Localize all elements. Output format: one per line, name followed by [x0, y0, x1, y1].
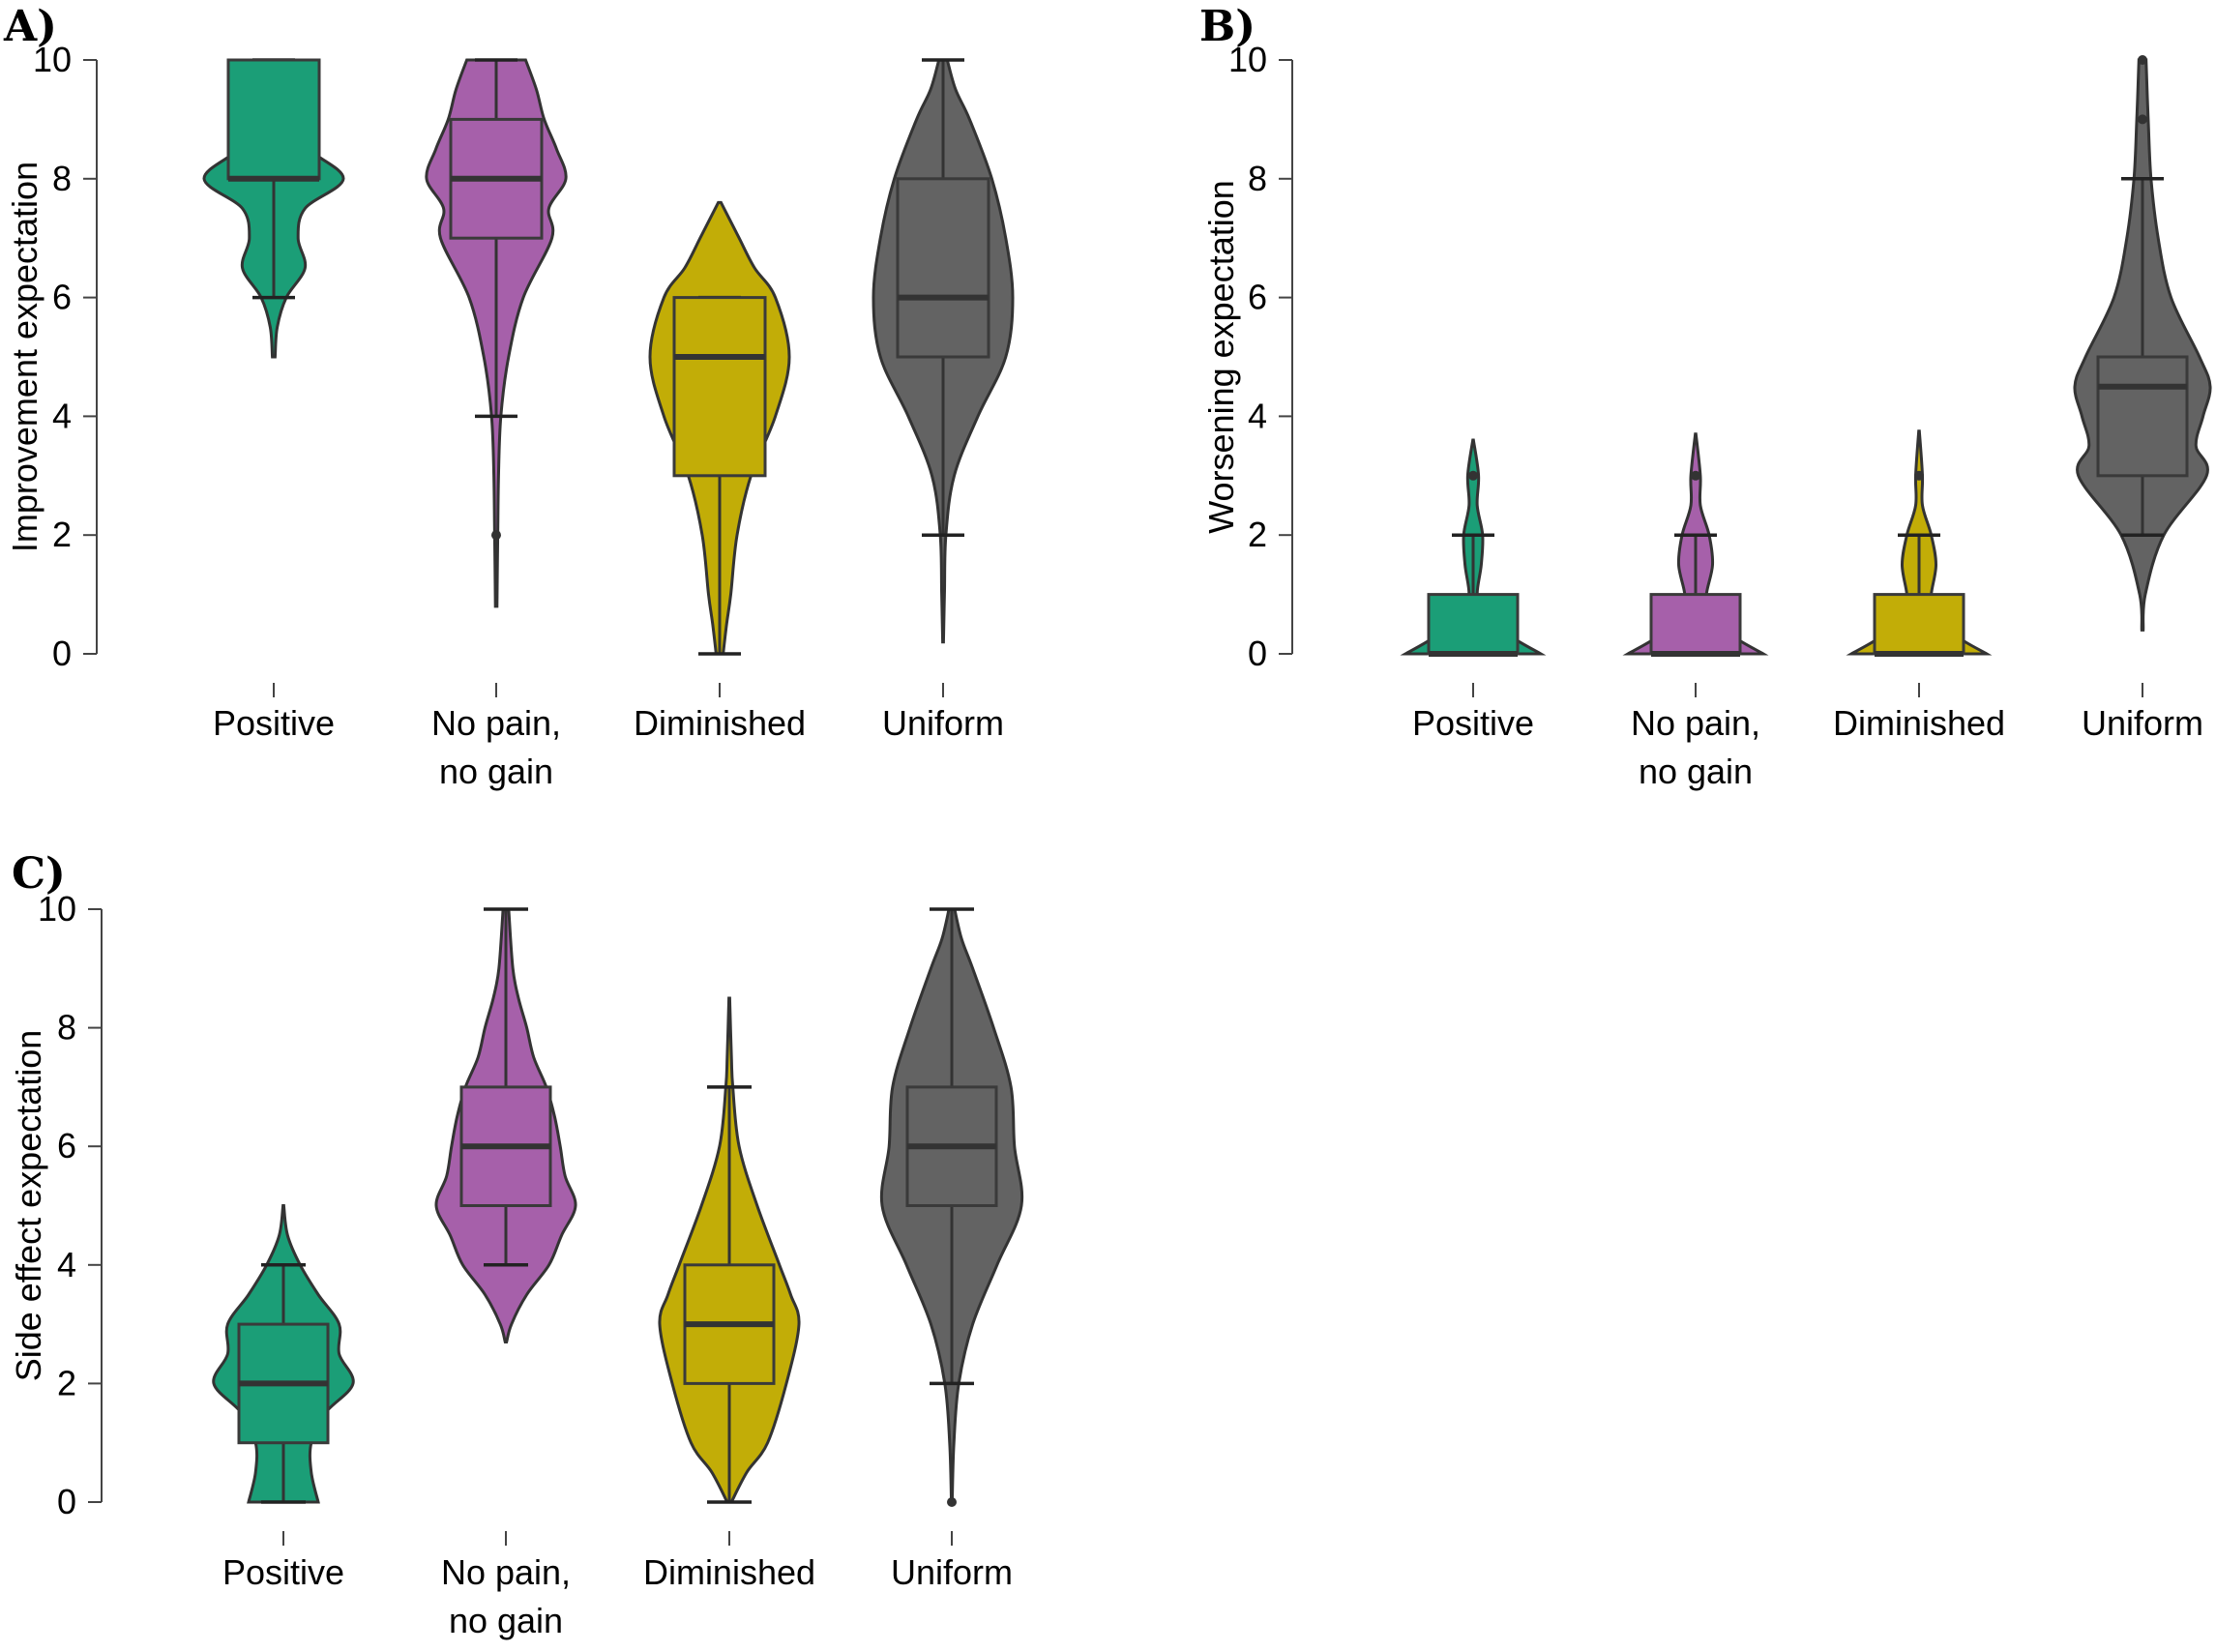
panel-b-y-tick-label: 0: [1248, 634, 1267, 673]
panel-a-diminished: Diminished: [634, 200, 806, 743]
panel-b-diminished-x-label: Diminished: [1833, 703, 2005, 743]
panel-c-diminished: Diminished: [643, 996, 815, 1592]
panel-a-no-pain-no-gain-x-label: No pain,: [431, 703, 561, 743]
panel-c-y-tick-label: 6: [57, 1126, 76, 1165]
panel-c-y-tick-label: 4: [57, 1245, 76, 1284]
panel-c-y-tick-label: 8: [57, 1008, 76, 1047]
panel-a-uniform-x-label: Uniform: [882, 703, 1004, 743]
panel-b-uniform-x-label: Uniform: [2082, 703, 2203, 743]
panel-a-y-axis-title: Improvement expectation: [5, 162, 44, 552]
panel-a-positive-box: [226, 58, 321, 181]
panel-b-uniform: Uniform: [2073, 55, 2212, 743]
panel-a-no-pain-no-gain-outlier: [491, 530, 501, 541]
panel-b-no-pain-no-gain-x-label: No pain,: [1631, 703, 1760, 743]
panel-b-no-pain-no-gain-box: [1649, 593, 1742, 656]
panel-c-y-tick-label: 0: [57, 1482, 76, 1521]
panel-a-positive: Positive: [202, 58, 345, 743]
panel-c-diminished-x-label: Diminished: [643, 1552, 815, 1592]
panel-c-positive: Positive: [212, 1204, 355, 1592]
panel-c-y-tick-label: 2: [57, 1363, 76, 1402]
panel-a: A) 0 2 4 6 8 10 Improvement expectation Positive…: [3, 2, 1015, 791]
panel-c-uniform-outlier: [947, 1497, 957, 1507]
panel-b: B) 0 2 4 6 8 10 Worsening expectation Positive No…: [1199, 2, 2212, 791]
panel-a-diminished-x-label: Diminished: [634, 703, 806, 743]
panel-b-y-tick-label: 8: [1248, 159, 1267, 198]
panel-b-y-tick-label: 10: [1228, 40, 1267, 79]
panel-b-letter: B): [1199, 2, 1256, 51]
panel-b-y-axis-title: Worsening expectation: [1201, 180, 1241, 534]
panel-b-positive-box: [1427, 593, 1520, 656]
panel-b-y-tick-label: 2: [1248, 515, 1267, 554]
panel-b-y-tick-label: 6: [1248, 278, 1267, 317]
panel-c-positive-x-label: Positive: [222, 1552, 344, 1592]
panel-a-y-tick-label: 8: [52, 159, 72, 198]
panel-b-uniform-outlier: [2138, 55, 2147, 65]
panel-a-y-tick-label: 10: [33, 40, 72, 79]
panel-a-positive-x-label: Positive: [213, 703, 335, 743]
panel-c-uniform: Uniform: [879, 907, 1024, 1592]
panel-b-positive: Positive: [1400, 438, 1547, 743]
panel-c: C) 0 2 4 6 8 10 Side effect expectation Positive…: [9, 849, 1024, 1640]
panel-a-y-tick-label: 4: [52, 396, 72, 435]
panel-b-positive-outlier: [1468, 470, 1478, 481]
panel-a-y-tick-label: 6: [52, 278, 72, 317]
panel-b-diminished: Diminished: [1833, 429, 2005, 743]
panel-c-no-pain-no-gain: No pain, no gain: [434, 907, 577, 1640]
panel-c-y-axis-title: Side effect expectation: [9, 1030, 48, 1382]
panel-b-no-pain-no-gain-x-label: no gain: [1639, 752, 1753, 791]
panel-a-y-tick-label: 2: [52, 515, 72, 554]
panel-b-uniform-outlier: [2138, 114, 2147, 125]
panel-a-y-tick-label: 0: [52, 634, 72, 673]
panel-a-diminished-box: [672, 296, 767, 478]
panel-b-diminished-outlier: [1914, 470, 1924, 481]
panel-a-no-pain-no-gain: No pain, no gain: [425, 58, 568, 791]
panel-b-uniform-box: [2096, 355, 2189, 478]
panel-b-no-pain-no-gain: No pain, no gain: [1622, 432, 1769, 791]
panel-c-no-pain-no-gain-x-label: no gain: [449, 1601, 563, 1640]
panel-a-uniform: Uniform: [872, 58, 1015, 743]
panel-b-diminished-box: [1873, 593, 1965, 656]
panel-b-y-tick-label: 4: [1248, 396, 1267, 435]
panel-c-y-tick-label: 10: [38, 889, 76, 929]
panel-c-no-pain-no-gain-x-label: No pain,: [441, 1552, 571, 1592]
panel-c-uniform-x-label: Uniform: [891, 1552, 1013, 1592]
panel-b-positive-x-label: Positive: [1412, 703, 1534, 743]
panel-a-no-pain-no-gain-x-label: no gain: [439, 752, 553, 791]
panel-c-letter: C): [12, 849, 66, 899]
panel-a-letter: A): [3, 2, 57, 51]
panel-a-uniform-box: [896, 177, 990, 359]
panel-b-no-pain-no-gain-outlier: [1691, 470, 1700, 481]
